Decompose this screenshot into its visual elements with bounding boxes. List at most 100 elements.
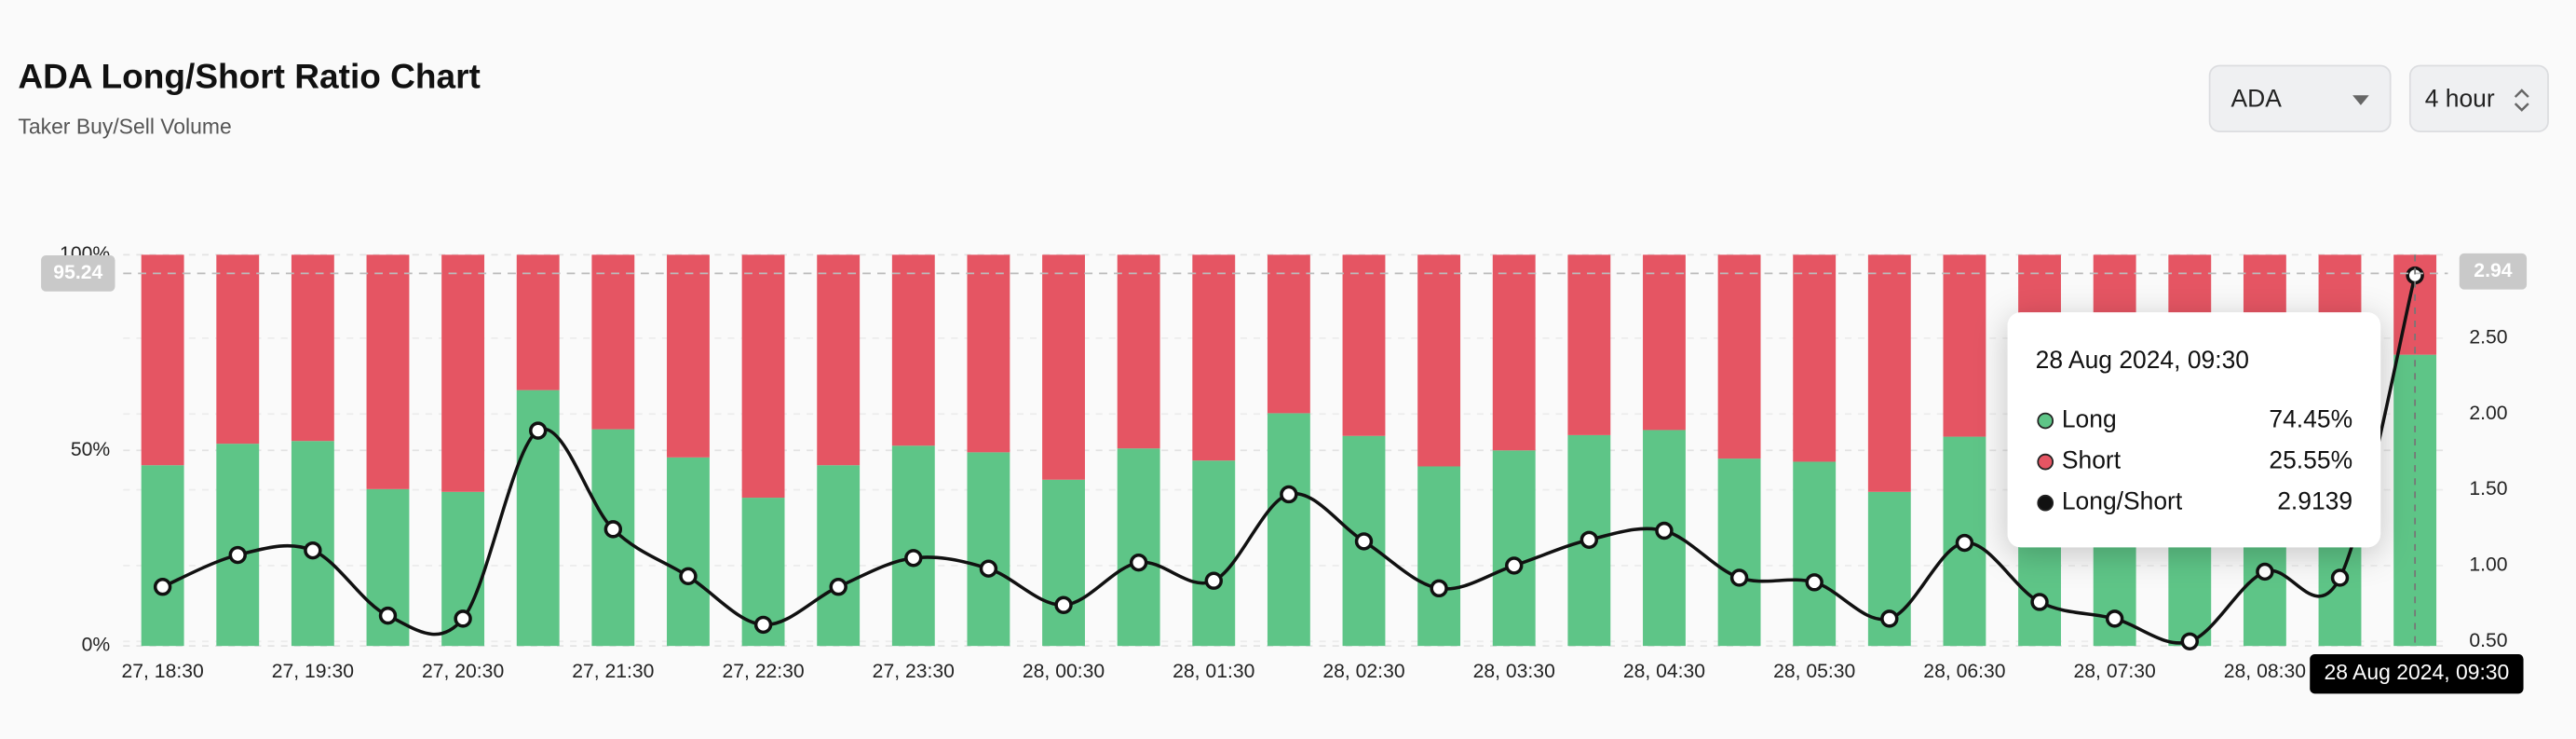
bar-segment [1867, 254, 1911, 492]
tooltip-value: 74.45% [2269, 405, 2352, 433]
ratio-point [2180, 632, 2199, 650]
tooltip-title: 28 Aug 2024, 09:30 [2036, 346, 2249, 374]
ratio-point [1880, 609, 1899, 628]
crosshair-label-bg [41, 254, 115, 292]
crosshair-y2-label: 2.94 [2474, 260, 2512, 281]
x-tick-label: 27, 20:30 [422, 661, 504, 682]
bar-segment [1643, 254, 1686, 431]
x-tick-label: 28, 02:30 [1322, 661, 1404, 682]
bar-segment [216, 444, 260, 647]
ratio-point [454, 609, 472, 628]
select-text[interactable]: ADA [2231, 85, 2283, 113]
ratio-point [1729, 568, 1749, 587]
ratio-point [529, 421, 548, 440]
ratio-point [228, 545, 247, 565]
tooltip-dot [2037, 494, 2054, 512]
y2-tick-label: 1.50 [2469, 478, 2507, 500]
bar-segment [1267, 413, 1310, 647]
bar-segment [967, 452, 1010, 647]
ratio-point [1054, 595, 1073, 614]
bar-segment [366, 254, 410, 489]
bar-segment [1342, 254, 1386, 436]
bar-segment [891, 254, 935, 446]
interval-select[interactable]: 4 hour [2408, 64, 2549, 132]
bar-segment [891, 445, 935, 647]
ratio-point [1805, 573, 1824, 592]
bar-segment [1943, 254, 1986, 437]
ratio-point [829, 578, 847, 596]
y-tick-label: 0% [82, 635, 111, 656]
ratio-point [2105, 609, 2124, 628]
page-subtitle: Taker Buy/Sell Volume [18, 115, 231, 139]
ratio-point [1655, 521, 1674, 541]
ratio-point [679, 567, 698, 586]
bar-segment [1042, 479, 1085, 647]
bar-segment [1492, 254, 1536, 451]
tooltip-dot [2037, 453, 2054, 471]
ratio-point [1505, 556, 1524, 575]
x-tick-label: 27, 22:30 [722, 661, 804, 682]
bar-segment [667, 457, 710, 647]
bar-segment [1793, 461, 1837, 647]
x-tick-label: 28, 06:30 [1923, 661, 2005, 682]
crosshair-label-bg [2459, 253, 2528, 290]
x-tick-label: 28, 04:30 [1623, 661, 1705, 682]
bar-segment [1717, 458, 1761, 647]
y2-tick-label: 2.00 [2469, 403, 2507, 424]
bar-segment [591, 254, 635, 430]
y2-tick-label: 1.00 [2469, 554, 2507, 576]
bar-segment [516, 254, 560, 390]
tooltip-box [2007, 312, 2381, 548]
ratio-point [153, 578, 172, 596]
bar-segment [291, 254, 334, 442]
bar-segment [1567, 254, 1611, 435]
bar-segment [1793, 254, 1837, 462]
bar-segment [1042, 254, 1085, 480]
select-text[interactable]: 4 hour [2425, 85, 2495, 113]
ratio-point [904, 549, 923, 568]
ratio-point [979, 559, 998, 578]
bar-segment [817, 465, 861, 647]
caret [2514, 89, 2529, 112]
x-tick-label: 28, 05:30 [1773, 661, 1855, 682]
x-tick-label: 28, 03:30 [1473, 661, 1555, 682]
crosshair-x-label: 28 Aug 2024, 09:30 [2324, 660, 2509, 684]
y-tick-label: 50% [71, 439, 111, 460]
ratio-point [1204, 571, 1223, 590]
bar-segment [1192, 254, 1236, 461]
ratio-point [1579, 530, 1599, 549]
select-box[interactable] [2208, 64, 2392, 132]
y2-tick-label: 2.50 [2469, 326, 2507, 348]
x-tick-label: 28, 01:30 [1173, 661, 1254, 682]
ratio-point [1430, 579, 1448, 598]
select-box[interactable] [2408, 64, 2549, 132]
x-tick-label: 27, 21:30 [572, 661, 654, 682]
x-tick-label: 27, 23:30 [873, 661, 955, 682]
tooltip: 28 Aug 2024, 09:30 Long 74.45% Short 25.55% L… [2007, 312, 2381, 548]
bar-segment [141, 465, 184, 647]
bar-segment [667, 254, 710, 458]
symbol-select[interactable]: ADA [2208, 64, 2392, 132]
bar-segment [1267, 254, 1310, 414]
bar-segment [1492, 450, 1536, 647]
crosshair-x-label-bg [2310, 653, 2524, 694]
x-tick-label: 28, 00:30 [1023, 661, 1105, 682]
ratio-point [1354, 532, 1374, 551]
x-tick-label: 27, 18:30 [122, 661, 204, 682]
x-tick-label: 28, 08:30 [2224, 661, 2306, 682]
y2-tick-label: 0.50 [2469, 630, 2507, 651]
tooltip-name: Long [2062, 405, 2117, 433]
ratio-point [753, 615, 773, 635]
bar-segment [817, 254, 861, 466]
ratio-point [2330, 568, 2350, 587]
bar-segment [141, 254, 184, 466]
ratio-point [1129, 553, 1148, 572]
x-tick-label: 28, 07:30 [2074, 661, 2156, 682]
caret [2352, 95, 2369, 105]
tooltip-value: 2.9139 [2277, 487, 2352, 515]
page-title: ADA Long/Short Ratio Chart [18, 56, 480, 95]
x-tick-label: 27, 19:30 [272, 661, 354, 682]
ratio-point [2030, 593, 2049, 611]
tooltip-name: Short [2062, 446, 2122, 474]
